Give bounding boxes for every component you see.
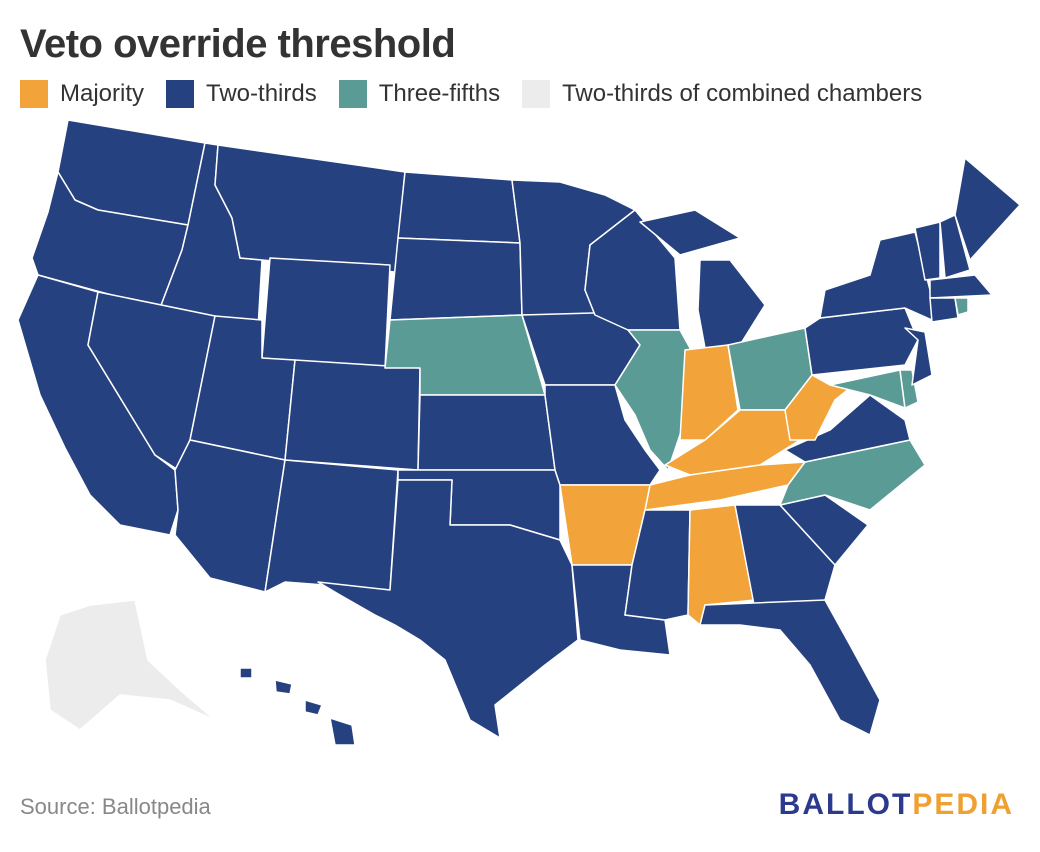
ballotpedia-logo: BALLOTPEDIA <box>779 788 1014 822</box>
state-kansas[interactable] <box>417 394 556 471</box>
state-massachusetts[interactable] <box>929 274 993 299</box>
logo-part-ballot: BALLOT <box>778 788 913 821</box>
legend-swatch-two-thirds <box>166 80 195 108</box>
legend-label-three-fifths: Three-fifths <box>378 80 501 107</box>
legend-label-majority: Majority <box>60 80 145 107</box>
map-title: Veto override threshold <box>20 22 456 66</box>
hawaii-kauai <box>239 667 253 679</box>
hawaii-big-island <box>329 717 356 746</box>
state-montana[interactable] <box>214 144 406 273</box>
state-new-hampshire[interactable] <box>939 214 971 279</box>
state-illinois[interactable] <box>614 329 691 471</box>
legend-item-combined: Two-thirds of combined chambers <box>522 80 922 108</box>
state-colorado[interactable] <box>284 359 421 471</box>
legend-item-three-fifths: Three-fifths <box>338 80 501 108</box>
legend-swatch-majority <box>20 80 48 108</box>
legend-swatch-combined <box>522 80 551 108</box>
us-map <box>17 119 1021 746</box>
legend-label-two-thirds: Two-thirds <box>206 80 317 107</box>
state-georgia[interactable] <box>734 504 836 611</box>
state-michigan-upper[interactable] <box>639 209 741 256</box>
state-hawaii[interactable] <box>239 667 356 746</box>
state-wyoming[interactable] <box>261 257 391 369</box>
state-maine[interactable] <box>954 157 1021 261</box>
state-south-dakota[interactable] <box>389 237 523 321</box>
state-north-carolina[interactable] <box>779 439 926 511</box>
state-connecticut[interactable] <box>929 297 959 323</box>
state-new-york[interactable] <box>819 231 933 321</box>
state-michigan-lower[interactable] <box>697 259 766 349</box>
logo-part-pedia: PEDIA <box>912 788 1014 821</box>
hawaii-oahu <box>274 679 293 695</box>
legend-item-majority: Majority <box>20 80 144 108</box>
hawaii-maui <box>304 699 323 716</box>
state-virginia[interactable] <box>784 394 911 463</box>
state-new-mexico[interactable] <box>264 459 399 593</box>
state-florida[interactable] <box>699 599 881 736</box>
state-texas[interactable] <box>317 479 579 739</box>
state-missouri[interactable] <box>544 384 661 486</box>
legend-item-two-thirds: Two-thirds <box>166 80 317 108</box>
state-vermont[interactable] <box>914 221 941 281</box>
legend-label-combined: Two-thirds of combined chambers <box>562 80 923 107</box>
state-new-jersey[interactable] <box>904 327 933 386</box>
source-note: Source: Ballotpedia <box>20 794 211 819</box>
state-rhode-island[interactable] <box>954 297 969 316</box>
state-alaska[interactable] <box>44 599 216 731</box>
legend-swatch-three-fifths <box>338 80 367 108</box>
state-north-dakota[interactable] <box>397 171 521 244</box>
legend: Majority Two-thirds Three-fifths Two-thi… <box>20 78 944 110</box>
